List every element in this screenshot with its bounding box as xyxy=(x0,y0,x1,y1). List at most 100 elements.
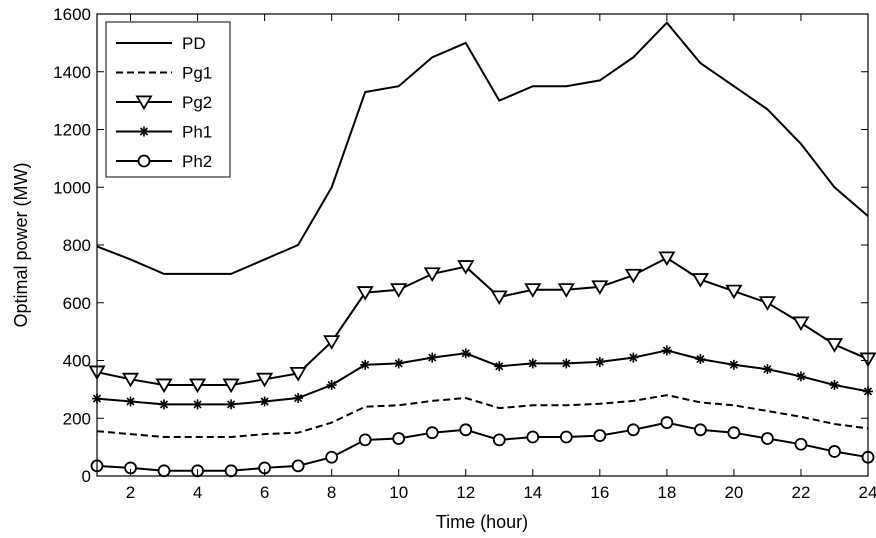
data-point-ph1 xyxy=(393,358,404,369)
data-point-ph2 xyxy=(593,429,607,442)
y-tick-label: 800 xyxy=(63,236,91,255)
data-point-ph1 xyxy=(226,399,237,410)
legend-item-pg1: Pg1 xyxy=(116,64,212,83)
data-point-pg2 xyxy=(691,273,709,288)
data-point-pg2 xyxy=(557,283,575,298)
series-ph2 xyxy=(90,416,875,478)
y-tick-label: 200 xyxy=(63,409,91,428)
y-tick-label: 1200 xyxy=(53,121,91,140)
legend-label-pg2: Pg2 xyxy=(182,93,212,112)
data-point-ph1 xyxy=(728,359,739,370)
data-point-ph1 xyxy=(795,371,806,382)
series-layer xyxy=(88,21,876,478)
x-tick-label: 14 xyxy=(523,483,542,502)
data-point-ph1 xyxy=(594,356,605,367)
data-point-pg2 xyxy=(758,296,777,311)
data-point-ph2 xyxy=(660,416,674,429)
data-point-pg2 xyxy=(490,290,508,306)
data-point-ph1 xyxy=(494,361,505,372)
data-point-pg2 xyxy=(155,378,173,394)
data-point-ph1 xyxy=(360,359,371,370)
x-tick-label: 4 xyxy=(193,483,202,502)
data-point-pg2 xyxy=(256,372,274,388)
data-point-ph2 xyxy=(492,433,506,447)
series-line-pg2 xyxy=(96,256,869,386)
x-tick-label: 6 xyxy=(260,483,269,502)
data-point-ph1 xyxy=(427,352,438,363)
x-tick-label: 18 xyxy=(657,483,676,502)
data-point-ph1 xyxy=(762,364,773,375)
data-point-ph2 xyxy=(425,426,439,440)
data-point-ph2 xyxy=(761,432,774,445)
data-point-ph2 xyxy=(358,433,372,447)
y-tick-label: 0 xyxy=(82,467,91,486)
y-axis-title: Optimal power (MW) xyxy=(11,162,31,327)
legend-label-pd: PD xyxy=(182,34,206,53)
data-point-ph2 xyxy=(794,437,808,451)
axis-layer: 2 4 6 8 10 12 14 16 18 20 22 2402004006008001000120… xyxy=(53,5,876,502)
y-tick-label: 1600 xyxy=(53,5,91,24)
series-pg1 xyxy=(96,394,869,438)
x-tick-label: 22 xyxy=(791,483,810,502)
data-point-ph1 xyxy=(527,358,538,369)
series-line-pd xyxy=(96,21,869,275)
y-tick-label: 1400 xyxy=(53,63,91,82)
data-point-ph1 xyxy=(695,354,706,365)
data-point-ph1 xyxy=(460,348,471,359)
series-pd xyxy=(96,21,869,275)
data-point-pg2 xyxy=(289,366,307,382)
data-point-ph2 xyxy=(459,423,473,437)
x-tick-label: 10 xyxy=(389,483,408,502)
data-point-ph1 xyxy=(829,380,840,391)
data-point-ph2 xyxy=(828,445,841,458)
legend-label-ph1: Ph1 xyxy=(182,123,212,142)
data-point-pg2 xyxy=(524,283,542,298)
legend: PD Pg1 Pg2 Ph1 Ph2 xyxy=(105,21,231,178)
data-point-pg2 xyxy=(591,280,609,295)
legend-item-pg2: Pg2 xyxy=(116,93,212,112)
data-point-ph1 xyxy=(293,393,304,404)
data-point-ph2 xyxy=(325,450,339,464)
legend-label-ph2: Ph2 xyxy=(182,152,212,171)
data-point-pg2 xyxy=(624,268,642,284)
data-point-ph2 xyxy=(693,423,707,437)
data-point-pg2 xyxy=(390,283,408,298)
x-tick-label: 24 xyxy=(859,483,876,502)
x-tick-label: 20 xyxy=(724,483,743,502)
series-ph1 xyxy=(92,345,873,410)
series-pg2 xyxy=(88,251,876,394)
y-tick-label: 600 xyxy=(63,294,91,313)
legend-marker-ph1 xyxy=(139,126,149,137)
data-point-ph2 xyxy=(224,464,238,478)
legend-marker-pg2 xyxy=(135,95,153,111)
data-point-ph1 xyxy=(561,358,572,369)
legend-item-ph1: Ph1 xyxy=(116,123,212,142)
data-point-ph1 xyxy=(326,380,337,391)
data-point-ph2 xyxy=(559,430,573,444)
data-point-ph2 xyxy=(727,426,741,440)
x-tick-label: 8 xyxy=(327,483,336,502)
data-point-pg2 xyxy=(457,260,475,275)
data-point-ph1 xyxy=(259,396,270,407)
data-point-pg2 xyxy=(725,284,743,300)
series-line-ph1 xyxy=(96,349,869,406)
data-point-pg2 xyxy=(188,378,207,394)
data-point-ph2 xyxy=(526,430,540,444)
data-point-ph2 xyxy=(626,423,640,437)
x-tick-label: 2 xyxy=(126,483,135,502)
legend-marker-ph2 xyxy=(137,154,151,168)
data-point-pg2 xyxy=(323,335,341,350)
data-point-pg2 xyxy=(121,372,140,388)
legend-item-ph2: Ph2 xyxy=(116,152,212,171)
y-tick-label: 1000 xyxy=(53,178,91,197)
data-point-ph2 xyxy=(157,464,171,478)
data-point-pg2 xyxy=(423,267,441,282)
data-point-pg2 xyxy=(356,286,374,301)
data-point-pg2 xyxy=(658,251,676,267)
y-tick-label: 400 xyxy=(63,352,91,371)
data-point-pg2 xyxy=(825,338,844,353)
legend-box xyxy=(105,21,231,178)
data-point-ph1 xyxy=(628,352,639,363)
x-tick-label: 12 xyxy=(456,483,475,502)
data-point-ph1 xyxy=(192,399,203,410)
